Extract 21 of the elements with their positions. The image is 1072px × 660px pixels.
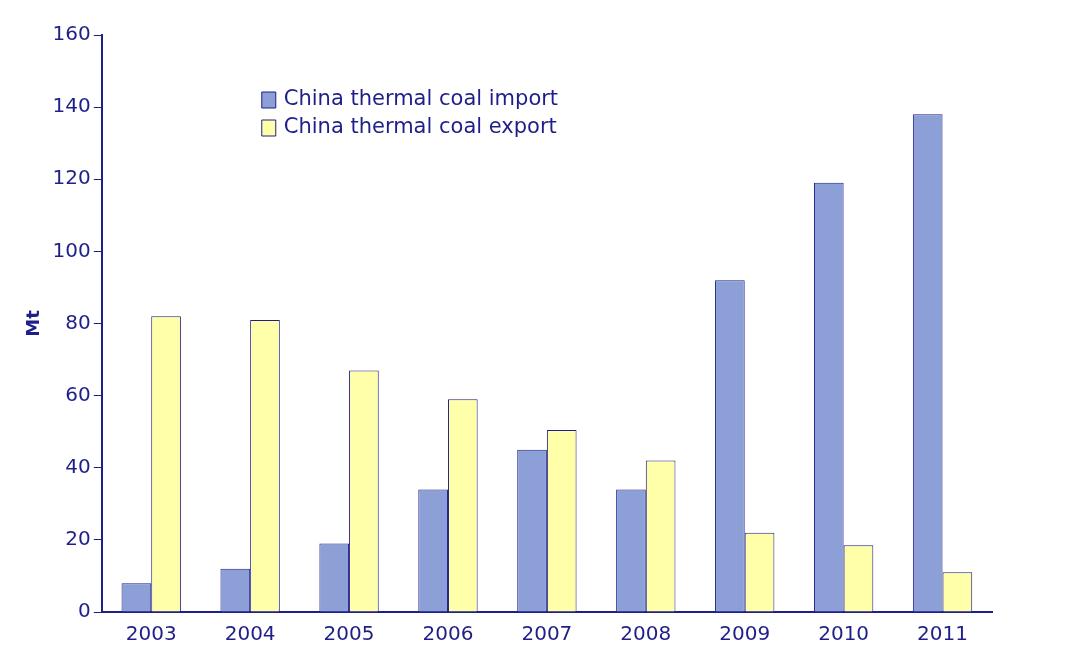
x-tick-label: 2009 (719, 621, 771, 646)
x-tick-label: 2004 (224, 621, 276, 646)
x-tick-label: 2011 (917, 621, 968, 646)
y-axis-title: Mt (22, 309, 44, 337)
x-tick-label: 2007 (521, 621, 573, 646)
y-tick-label: 60 (65, 381, 91, 406)
y-tick-label: 100 (52, 237, 91, 262)
x-tick-label: 2010 (818, 621, 870, 646)
y-tick-label: 20 (65, 526, 91, 551)
legend-label: China thermal coal export (283, 114, 557, 139)
x-tick-label: 2005 (323, 621, 375, 646)
y-tick-label: 140 (52, 93, 91, 118)
legend-label: China thermal coal import (283, 86, 559, 111)
y-tick-label: 40 (65, 453, 91, 478)
x-tick-label: 2003 (125, 621, 177, 646)
y-tick-label: 0 (78, 598, 91, 623)
x-tick-label: 2008 (620, 621, 672, 646)
y-tick-label: 160 (52, 21, 91, 46)
x-tick-label: 2006 (422, 621, 474, 646)
y-tick-label: 80 (65, 309, 91, 334)
y-tick-label: 120 (52, 165, 91, 190)
